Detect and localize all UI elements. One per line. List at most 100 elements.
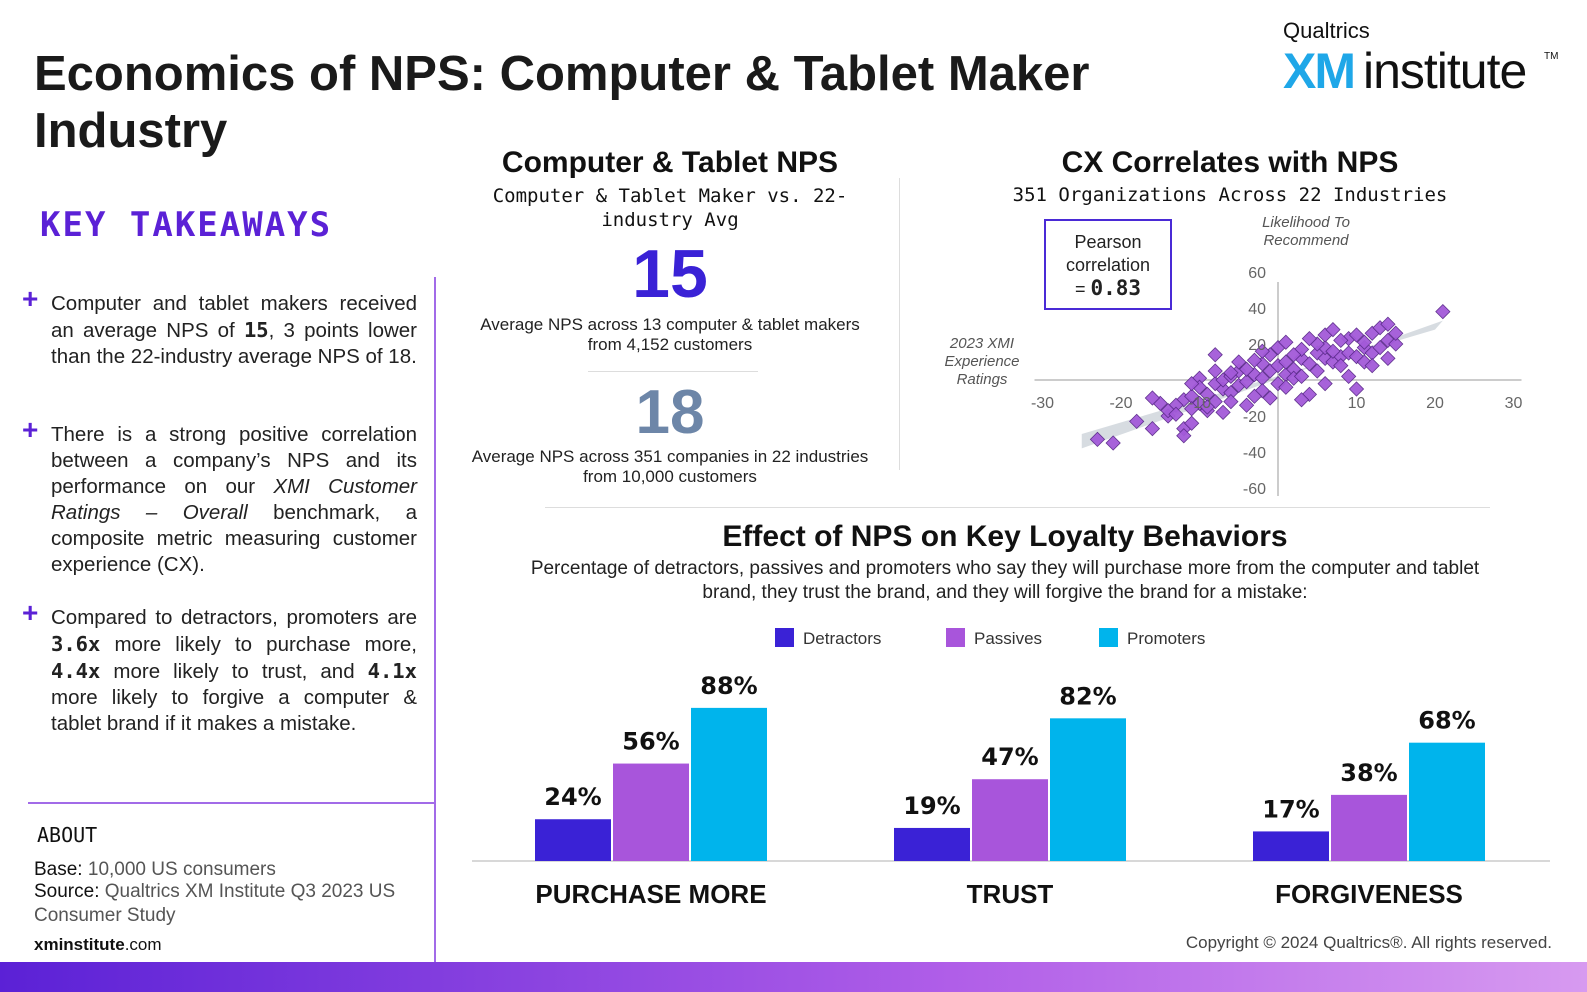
logo-tm: TM [1544,51,1559,62]
x-axis-label: 2023 XMI Experience Ratings [944,335,1019,388]
legend-label-detractors: Detractors [803,629,881,648]
about-source-label: Source: [34,881,100,902]
scatter-point [1199,386,1215,403]
x-tick-label: -20 [1109,395,1132,412]
legend-label-promoters: Promoters [1127,629,1205,648]
scatter-point [1380,316,1396,332]
y-tick-label: 40 [1248,301,1266,318]
about-title: ABOUT [37,823,98,847]
scatter-point [1372,339,1388,356]
takeaway-3-text-a: Compared to detractors, promoters are [51,606,417,629]
takeaway-2: + There is a strong positive correlation… [22,416,418,578]
scatter-point [1278,334,1294,350]
takeaway-3-text-e: more likely to trust, and [100,660,368,683]
bar-passives [972,779,1048,861]
scatter-point [1223,384,1239,401]
scatter-point [1325,321,1341,338]
legend-swatch-promoters [1099,628,1118,647]
bar-promoters [1409,742,1485,861]
scatter-point [1238,374,1255,390]
qualtrics-xm-institute-logo: Qualtrics XM institute TM [1283,18,1573,99]
scatter-point [1435,303,1451,320]
industry-nps-description: Average NPS across 13 computer & tablet … [480,315,860,354]
bar-detractors [535,819,611,861]
scatter-point [1215,404,1231,421]
x-tick-label: -10 [1188,395,1211,412]
scatter-point [1364,357,1380,374]
row-divider [545,507,1490,508]
scatter-point [1293,392,1310,408]
xminstitute-link[interactable]: xminstitute.com [34,935,162,955]
scatter-point [1184,415,1200,431]
takeaway-3-text-c: more likely to purchase more, [100,633,417,656]
about-base-value: 10,000 US consumers [82,859,276,880]
loyalty-bar-chart: Detractors Passives Promoters 24% 56% 88% PURC… [472,628,1550,909]
pearson-correlation-box: Pearson correlation = 0.83 [1044,219,1172,310]
scatter-point [1184,375,1200,392]
cx-title: CX Correlates with NPS [1061,146,1399,179]
takeaway-3-purchase-multiplier: 3.6x [51,632,101,656]
plus-icon: + [22,283,39,314]
logo-brand: Qualtrics [1283,18,1370,43]
scatter-point [1238,361,1255,377]
scatter-point [1089,431,1106,448]
about-source: Source: Qualtrics XM Institute Q3 2023 U… [34,880,414,928]
plus-icon: + [22,414,39,445]
scatter-point [1278,379,1294,395]
scatter-point [1341,368,1357,385]
logo-institute: institute [1363,43,1527,99]
footer-gradient-bar [0,962,1587,992]
scatter-point [1129,413,1145,430]
scatter-point [1246,388,1263,404]
y-axis-label: Likelihood To Recommend [1262,214,1350,249]
bar-promoters [1050,718,1126,861]
scatter-point [1238,397,1255,413]
scatter-point [1144,420,1161,437]
bar-detractors [1253,831,1329,861]
category-label: FORGIVENESS [1275,879,1463,909]
scatter-point [1301,356,1318,372]
takeaway-3: + Compared to detractors, promoters are … [22,599,417,737]
takeaway-3-text-g: more likely to forgive a computer & tabl… [51,686,417,735]
legend-swatch-passives [946,628,965,647]
scatter-point [1309,363,1325,379]
pearson-equals: = [1074,279,1086,299]
bar-value-label: 47% [981,743,1038,771]
url-rest: .com [124,935,162,954]
loyalty-title: Effect of NPS on Key Loyalty Behaviors [722,520,1288,553]
y-tick-label: -20 [1243,409,1266,426]
scatter-point [1286,361,1302,377]
bar-value-label: 24% [544,783,601,811]
y-tick-label: 20 [1248,337,1266,354]
category-label: PURCHASE MORE [535,879,766,909]
scatter-point [1254,370,1270,386]
legend-swatch-detractors [775,628,794,647]
scatter-point [1333,357,1349,374]
takeaway-1-nps: 15 [243,318,269,342]
bar-promoters [691,707,767,861]
scatter-point [1301,330,1318,347]
average-nps-value: 18 [635,378,705,447]
y-tick-label: -40 [1243,445,1266,462]
takeaway-2-benchmark: XMI Customer Ratings – Overall [51,475,418,524]
nps-separator [588,371,758,372]
scatter-point [1325,343,1341,359]
bar-passives [613,763,689,861]
scatter-point [1223,365,1239,381]
bar-value-label: 19% [903,792,960,820]
takeaway-3-trust-multiplier: 4.4x [51,659,101,683]
x-tick-label: 30 [1505,395,1523,412]
bar-value-label: 56% [622,728,679,756]
scatter-point [1231,354,1247,370]
bar-value-label: 82% [1059,682,1116,710]
scatter-point [1246,352,1263,368]
plus-icon: + [22,597,39,628]
x-tick-label: -30 [1031,395,1054,412]
scatter-point [1317,375,1333,392]
scatter-point [1144,390,1161,406]
bar-detractors [894,827,970,861]
bar-value-label: 17% [1262,795,1319,823]
copyright: Copyright © 2024 Qualtrics®. All rights … [1185,933,1552,952]
takeaway-2-text-a: There is a strong positive correlation b… [51,423,417,498]
scatter-point [1105,435,1121,451]
